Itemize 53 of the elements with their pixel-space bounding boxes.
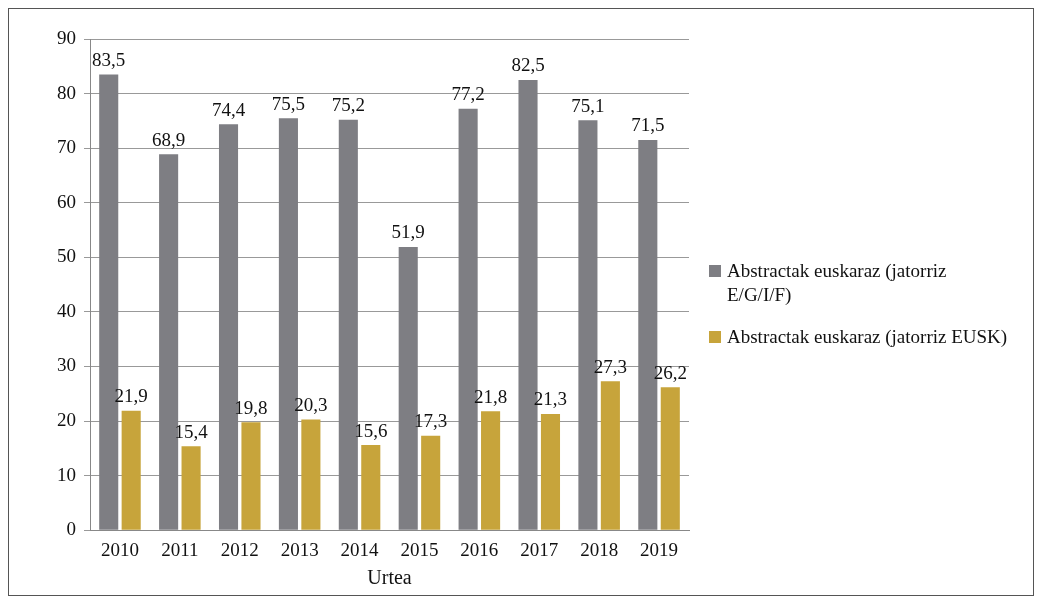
x-tick-label: 2012 — [220, 538, 259, 560]
bar — [600, 381, 620, 530]
bar — [301, 419, 321, 530]
data-label: 71,5 — [631, 114, 665, 136]
y-tick-label: 20 — [57, 409, 76, 431]
data-label: 17,3 — [414, 410, 448, 432]
data-label: 82,5 — [511, 54, 545, 76]
legend-label: Abstractak euskaraz (jatorriz EUSK) — [727, 325, 1008, 349]
bar — [181, 446, 201, 530]
bar — [481, 411, 501, 530]
x-tick-label: 2014 — [340, 538, 380, 560]
data-label: 15,6 — [354, 419, 388, 441]
x-tick-label: 2016 — [460, 538, 499, 560]
bar — [540, 413, 561, 530]
data-label: 51,9 — [391, 221, 425, 243]
data-label: 27,3 — [593, 355, 628, 377]
data-label: 15,4 — [174, 420, 209, 442]
data-label: 20,3 — [294, 393, 328, 415]
y-tick-label: 90 — [57, 26, 76, 48]
y-tick-label: 50 — [57, 245, 76, 267]
x-tick-label: 2013 — [280, 538, 319, 560]
data-label: 77,2 — [451, 83, 485, 105]
data-label: 21,3 — [533, 388, 568, 410]
x-tick-label: 2018 — [580, 538, 619, 560]
legend-label: Abstractak euskaraz (jatorriz E/G/I/F) — [727, 259, 948, 307]
data-label: 26,2 — [653, 361, 687, 383]
x-tick-label: 2015 — [400, 538, 439, 560]
data-label: 74,4 — [211, 98, 246, 120]
y-tick-label: 0 — [66, 518, 76, 540]
bar — [660, 387, 680, 530]
data-label: 19,8 — [234, 396, 268, 418]
y-tick-label: 10 — [57, 463, 76, 485]
y-tick-label: 30 — [57, 354, 76, 376]
x-tick-label: 2017 — [520, 538, 559, 560]
data-label: 75,2 — [331, 94, 365, 116]
data-label: 75,1 — [571, 94, 605, 116]
x-tick-label: 2011 — [161, 538, 199, 560]
data-label: 83,5 — [92, 48, 126, 70]
bar — [421, 435, 441, 530]
data-label: 21,9 — [114, 385, 148, 407]
data-label: 75,5 — [271, 92, 306, 114]
y-tick-label: 80 — [57, 81, 76, 103]
x-tick-label: 2019 — [640, 538, 679, 560]
data-label: 68,9 — [151, 128, 186, 150]
y-tick-label: 40 — [57, 299, 76, 321]
x-axis-title: Urtea — [367, 566, 412, 589]
x-tick-label: 2010 — [100, 538, 139, 560]
y-tick-label: 60 — [57, 190, 76, 212]
bar — [241, 422, 261, 530]
bar — [361, 445, 381, 530]
bar — [121, 410, 141, 530]
data-label: 21,8 — [473, 385, 508, 407]
y-tick-label: 70 — [57, 136, 76, 158]
